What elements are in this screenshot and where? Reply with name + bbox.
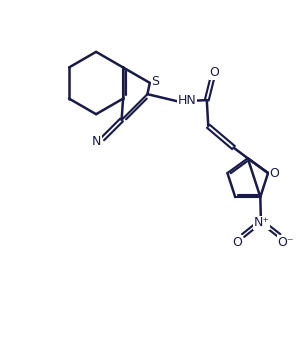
Text: N: N xyxy=(92,135,101,148)
Text: O: O xyxy=(270,167,280,180)
Text: O: O xyxy=(232,236,242,248)
Text: S: S xyxy=(151,75,159,88)
Text: HN: HN xyxy=(178,94,197,107)
Text: N⁺: N⁺ xyxy=(253,216,269,229)
Text: O: O xyxy=(210,66,220,79)
Text: O⁻: O⁻ xyxy=(278,236,294,248)
